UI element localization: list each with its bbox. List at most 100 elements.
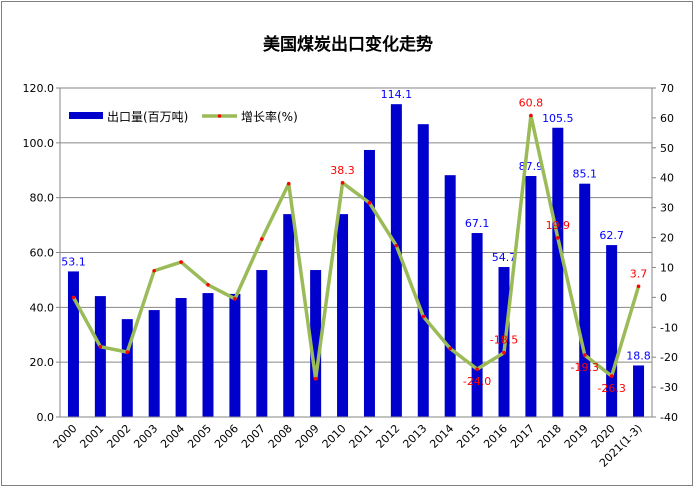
x-tick-label: 2003 <box>131 422 160 451</box>
x-tick-label: 2002 <box>104 422 133 451</box>
bar <box>148 310 160 417</box>
bar-label: 62.7 <box>599 229 624 242</box>
left-tick-label: 80.0 <box>30 192 55 205</box>
x-tick-label: 2019 <box>562 422 591 451</box>
bar <box>579 183 591 417</box>
line-marker <box>448 346 452 351</box>
left-tick-label: 120.0 <box>23 82 55 95</box>
chart-title: 美国煤炭出口变化走势 <box>263 34 433 55</box>
right-tick-label: 70 <box>660 82 674 95</box>
line-marker <box>98 344 103 349</box>
line-marker <box>286 181 291 186</box>
x-tick-label: 2000 <box>51 422 80 451</box>
line-marker <box>340 181 345 185</box>
bar <box>444 175 456 417</box>
right-tick-label: 30 <box>660 202 674 215</box>
bar <box>417 124 429 417</box>
bar-label: 53.1 <box>61 255 86 268</box>
right-tick-label: -40 <box>660 411 678 424</box>
line-label: -18.5 <box>490 334 518 347</box>
line-marker <box>582 353 587 357</box>
bar <box>121 319 133 417</box>
line-label: 38.3 <box>330 164 355 177</box>
growth-line <box>71 113 641 381</box>
x-tick-label: 2015 <box>454 422 483 451</box>
bar <box>175 298 187 417</box>
x-tick-label: 2011 <box>347 422 376 451</box>
line-label: -19.3 <box>570 361 598 374</box>
right-tick-label: 10 <box>660 261 674 274</box>
line-marker <box>152 268 156 273</box>
x-tick-label: 2017 <box>508 422 537 451</box>
bar <box>202 293 214 417</box>
bar <box>363 149 375 417</box>
legend-line-marker <box>217 114 222 118</box>
right-tick-label: 40 <box>660 172 674 185</box>
legend-line-label: 增长率(%) <box>241 109 298 124</box>
bar-label: 54.7 <box>492 251 517 264</box>
line-label: -26.3 <box>597 382 625 395</box>
line-marker <box>260 237 264 241</box>
x-tick-label: 2010 <box>320 422 349 451</box>
line-label: 60.8 <box>519 97 544 110</box>
line-marker <box>421 314 426 319</box>
left-tick-label: 60.0 <box>30 247 55 260</box>
left-tick-label: 0.0 <box>37 411 55 424</box>
right-tick-label: -10 <box>660 321 678 334</box>
x-tick-label: 2012 <box>373 422 402 451</box>
x-tick-label: 2009 <box>293 422 322 451</box>
bar <box>67 271 79 417</box>
line-marker <box>233 297 237 301</box>
x-tick-label: 2013 <box>400 422 429 451</box>
right-tick-label: -30 <box>660 381 678 394</box>
line-marker <box>313 376 318 381</box>
right-tick-label: 0 <box>660 291 667 304</box>
x-tick-label: 2008 <box>266 422 295 451</box>
bar <box>337 214 349 417</box>
right-tick-label: 20 <box>660 232 674 245</box>
line-label: 19.9 <box>546 219 571 232</box>
line-marker <box>556 236 560 240</box>
bar-label: 105.5 <box>542 112 574 125</box>
line-marker <box>367 201 372 205</box>
x-tick-label: 2004 <box>158 422 187 451</box>
bar-label: 85.1 <box>572 168 597 181</box>
line-marker <box>125 350 130 354</box>
line-marker <box>179 260 183 264</box>
x-tick-label: 2014 <box>427 422 456 451</box>
bar <box>283 214 295 417</box>
bar <box>552 127 564 418</box>
bar <box>633 365 645 417</box>
right-tick-label: -20 <box>660 351 678 364</box>
bar-label: 67.1 <box>465 217 490 230</box>
line-label: 3.7 <box>630 267 648 280</box>
bar <box>94 296 106 417</box>
right-tick-label: 50 <box>660 142 674 155</box>
bar <box>606 245 618 417</box>
bar-label: 114.1 <box>381 88 413 101</box>
bar <box>256 270 268 417</box>
line-marker <box>636 284 641 289</box>
line-label: -24.0 <box>463 375 491 388</box>
x-tick-label: 2001 <box>77 422 106 451</box>
line-marker <box>529 113 533 118</box>
left-tick-label: 40.0 <box>30 301 55 314</box>
bar <box>471 233 483 417</box>
right-tick-label: 60 <box>660 112 674 125</box>
line-marker <box>206 283 210 287</box>
x-tick-label: 2007 <box>239 422 268 451</box>
left-tick-label: 20.0 <box>30 356 55 369</box>
line-marker <box>502 350 506 355</box>
line-marker <box>475 367 479 371</box>
bar <box>310 270 322 417</box>
line-marker <box>71 295 76 300</box>
line-marker <box>609 374 614 378</box>
x-tick-label: 2006 <box>212 422 241 451</box>
legend-bar-swatch <box>69 112 103 119</box>
x-tick-label: 2005 <box>185 422 214 451</box>
bar-label: 18.8 <box>626 349 651 362</box>
legend-bar-label: 出口量(百万吨) <box>107 110 188 124</box>
bar <box>390 104 402 417</box>
